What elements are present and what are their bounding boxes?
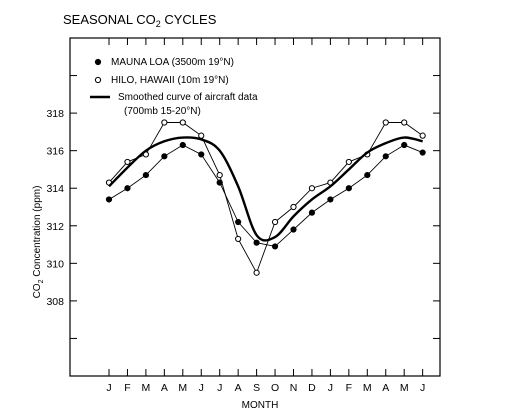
data-point-hilo: [401, 119, 408, 126]
legend-label-aircraft-line2: (700mb 15-20°N): [124, 106, 201, 117]
y-tick-label: 316: [46, 146, 64, 158]
x-tick-label: J: [106, 382, 111, 394]
data-point-mauna-loa: [308, 209, 316, 216]
series-line-mauna-loa: [108, 144, 423, 247]
data-point-mauna-loa: [105, 196, 113, 203]
data-point-mauna-loa: [419, 149, 426, 156]
legend-label-hilo: HILO, HAWAII (10m 19°N): [111, 75, 229, 86]
data-point-hilo: [124, 158, 131, 166]
x-tick-label: M: [400, 382, 409, 394]
x-tick-label: S: [253, 382, 260, 394]
series-layer: [105, 119, 426, 276]
data-point-hilo: [235, 235, 242, 243]
data-point-mauna-loa: [198, 151, 205, 158]
data-point-hilo: [271, 218, 279, 226]
legend-marker-mauna-loa: [94, 58, 102, 66]
data-point-mauna-loa: [161, 153, 168, 160]
data-point-hilo: [419, 132, 426, 139]
y-tick-label: 314: [46, 183, 64, 195]
x-tick-label: N: [290, 382, 298, 394]
data-point-mauna-loa: [179, 141, 186, 149]
data-point-mauna-loa: [124, 185, 131, 192]
legend-label-aircraft: Smoothed curve of aircraft data: [118, 92, 258, 103]
x-tick-label: J: [420, 382, 425, 394]
series-line-hilo: [108, 122, 423, 274]
legend-marker-hilo: [94, 76, 102, 84]
x-axis-label: MONTH: [242, 400, 279, 411]
data-point-mauna-loa: [253, 239, 260, 246]
data-point-mauna-loa: [142, 171, 149, 179]
x-tick-label: O: [271, 382, 279, 394]
axis-ticks: [70, 38, 440, 376]
legend: MAUNA LOA (3500m 19°N) HILO, HAWAII (10m…: [90, 57, 258, 117]
y-tick-label: 312: [46, 221, 64, 233]
data-point-mauna-loa: [235, 218, 242, 226]
y-axis-label: CO2 Concentration (ppm): [32, 186, 45, 299]
plot-frame: [69, 37, 441, 377]
x-tick-label: M: [363, 382, 372, 394]
x-tick-label: A: [161, 382, 168, 394]
x-tick-label: M: [142, 382, 151, 394]
data-point-hilo: [382, 119, 389, 126]
data-point-mauna-loa: [364, 171, 371, 179]
data-point-mauna-loa: [327, 196, 334, 203]
legend-label-mauna-loa: MAUNA LOA (3500m 19°N): [111, 57, 234, 68]
data-point-mauna-loa: [290, 226, 297, 233]
data-point-hilo: [253, 269, 260, 276]
series-line-aircraft: [108, 136, 423, 242]
x-tick-label: F: [124, 382, 130, 394]
y-tick-label: 308: [46, 296, 64, 308]
x-tick-label: A: [382, 382, 389, 394]
data-point-hilo: [345, 158, 352, 166]
x-tick-label: J: [328, 382, 333, 394]
data-point-hilo: [290, 203, 297, 211]
x-tick-label: D: [308, 382, 316, 394]
data-point-hilo: [198, 132, 205, 139]
x-tick-label: F: [346, 382, 352, 394]
x-tick-label: J: [217, 382, 222, 394]
data-point-hilo: [216, 171, 223, 179]
data-point-mauna-loa: [382, 153, 389, 160]
y-tick-label: 310: [46, 258, 64, 270]
x-tick-label: A: [235, 382, 242, 394]
x-tick-label: M: [178, 382, 187, 394]
data-point-mauna-loa: [271, 243, 279, 250]
data-point-hilo: [308, 185, 316, 192]
data-point-mauna-loa: [345, 185, 352, 192]
chart-title: SEASONAL CO2 CYCLES: [63, 12, 217, 29]
data-point-mauna-loa: [401, 141, 408, 149]
x-tick-label: J: [199, 382, 204, 394]
data-point-hilo: [179, 119, 186, 126]
y-tick-label: 318: [46, 108, 64, 120]
data-point-hilo: [161, 119, 168, 126]
